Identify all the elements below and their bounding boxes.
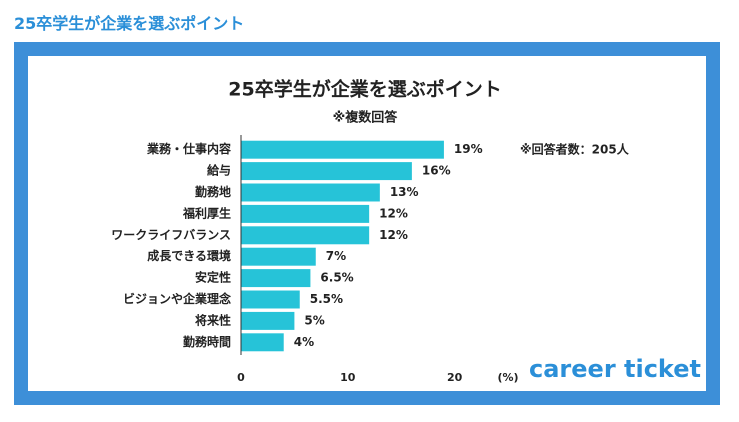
- x-tick-label: 10: [340, 371, 356, 384]
- y-tick-label: 将来性: [195, 312, 231, 327]
- y-tick-label: 福利厚生: [182, 205, 231, 220]
- logo: career ticket: [529, 355, 701, 383]
- bar: [241, 183, 380, 202]
- y-tick-label: ビジョンや企業理念: [123, 291, 231, 306]
- y-tick-label: 業務・仕事内容: [146, 141, 231, 156]
- chart-subtitle: ※複数回答: [333, 110, 399, 126]
- value-label: 6.5%: [320, 271, 353, 285]
- chart-title: 25卒学生が企業を選ぶポイント: [228, 78, 501, 101]
- bar: [241, 333, 284, 352]
- value-label: 4%: [294, 335, 314, 349]
- y-tick-label: 成長できる環境: [147, 248, 231, 263]
- y-tick-label: 勤務地: [195, 184, 231, 199]
- y-tick-label: 勤務時間: [183, 334, 231, 349]
- page-header: 25卒学生が企業を選ぶポイント: [14, 14, 245, 33]
- bar: [241, 226, 370, 245]
- value-label: 19%: [454, 142, 483, 156]
- x-tick-label: 0: [237, 371, 245, 384]
- bar: [241, 311, 295, 330]
- value-label: 12%: [379, 228, 408, 242]
- x-tick-label: 20: [447, 371, 463, 384]
- bar: [241, 140, 444, 159]
- value-label: 13%: [390, 185, 419, 199]
- value-label: 5.5%: [310, 292, 343, 306]
- bar: [241, 290, 300, 309]
- y-tick-label: ワークライフバランス: [111, 228, 231, 242]
- bar: [241, 247, 316, 266]
- bar: [241, 204, 370, 223]
- value-label: 7%: [326, 249, 346, 263]
- y-tick-label: 安定性: [195, 270, 231, 285]
- value-label: 12%: [379, 206, 408, 220]
- annotation: ※回答者数：205人: [520, 142, 630, 157]
- y-tick-label: 給与: [207, 163, 231, 178]
- value-label: 16%: [422, 164, 451, 178]
- bar: [241, 162, 412, 181]
- bar: [241, 269, 311, 288]
- x-axis-label: (%): [497, 371, 518, 384]
- value-label: 5%: [304, 313, 324, 327]
- chart: 25卒学生が企業を選ぶポイント ※複数回答 ※回答者数：205人 (%) car…: [28, 56, 706, 391]
